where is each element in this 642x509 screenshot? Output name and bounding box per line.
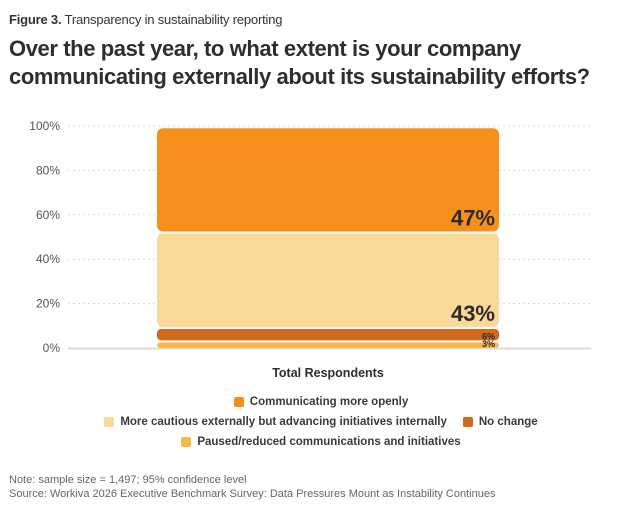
y-tick-label: 20% [36, 297, 60, 311]
bar-segment-no-change [157, 329, 499, 341]
legend-item: No change [462, 416, 538, 428]
legend-swatch [462, 417, 473, 427]
figure-caption: Transparency in sustainability reporting [61, 12, 283, 27]
y-tick-label: 100% [29, 119, 60, 133]
source-note: Source: Workiva 2026 Executive Benchmark… [9, 488, 496, 500]
legend-item: More cautious externally but advancing i… [104, 416, 447, 428]
legend-label: Communicating more openly [249, 396, 409, 408]
figure-label: Figure 3. Transparency in sustainability… [9, 12, 282, 27]
y-tick-label: 40% [36, 252, 60, 266]
bar-segment-more-cautious-externally-but-advancing-initiatives-internally [157, 233, 499, 328]
bar-segment-paused-reduced-communications-and-initiatives [157, 342, 499, 348]
bars [157, 128, 499, 348]
chart-title: Over the past year, to what extent is yo… [9, 36, 590, 89]
sample-note: Note: sample size = 1,497; 95% confidenc… [9, 474, 247, 486]
y-tick-label: 60% [36, 208, 60, 222]
data-label: 6% [482, 331, 495, 341]
data-label: 3% [482, 339, 495, 349]
legend-label: No change [478, 416, 538, 428]
legend-label: More cautious externally but advancing i… [120, 416, 447, 428]
legend-item: Paused/reduced communications and initia… [181, 436, 461, 448]
legend-swatch [104, 417, 115, 427]
data-labels: 3%6% 43% 47% [451, 206, 495, 349]
y-axis-ticks: 0% 20% 40% 60% 80% 100% [29, 119, 60, 355]
data-label: 43% [451, 301, 495, 326]
figure-number: Figure 3. [9, 12, 62, 27]
legend: Communicating more openly More cautious e… [0, 392, 642, 452]
legend-row: More cautious externally but advancing i… [0, 412, 642, 432]
legend-row: Communicating more openly [0, 392, 642, 412]
legend-label: Paused/reduced communications and initia… [197, 436, 461, 448]
legend-row: Paused/reduced communications and initia… [0, 432, 642, 452]
legend-item: Communicating more openly [233, 396, 409, 408]
legend-swatch [181, 437, 192, 447]
bar-segment-communicating-more-openly [157, 128, 499, 232]
legend-swatch [233, 397, 244, 407]
x-category-label: Total Respondents [272, 366, 384, 380]
data-label: 47% [451, 206, 495, 231]
notes: Note: sample size = 1,497; 95% confidenc… [9, 473, 495, 501]
y-tick-label: 0% [43, 341, 61, 355]
y-tick-label: 80% [36, 163, 60, 177]
